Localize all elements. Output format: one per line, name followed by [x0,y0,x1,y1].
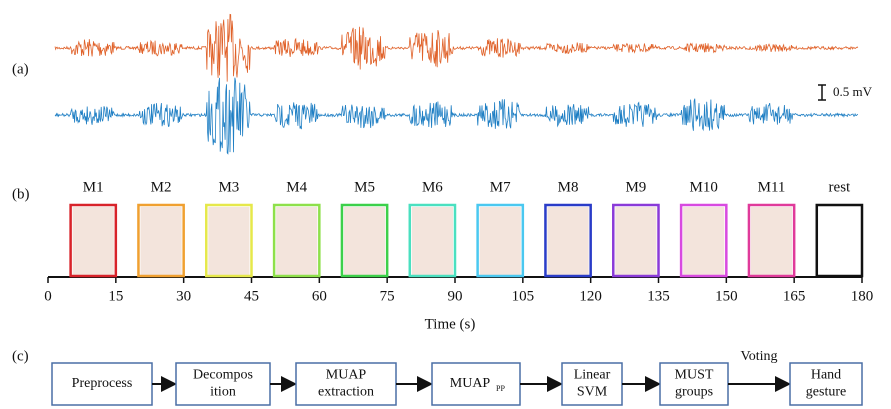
gesture-label: M9 [625,179,646,195]
panel-label: (c) [12,348,29,364]
flow-text: Linear [574,368,611,383]
gesture-photo [411,207,453,275]
flow-text: MUAP [326,368,367,383]
gesture-photo [72,207,114,275]
flow-text: SVM [577,385,608,400]
flow-subscript: PP [496,384,505,393]
gesture-box [476,203,525,278]
x-tick-label: 90 [448,288,463,304]
gesture-photo [750,207,793,275]
x-tick-label: 120 [579,288,602,304]
flow-box [51,362,153,406]
gesture-label: M7 [490,179,511,195]
gesture-box [137,203,185,278]
gesture-box [612,203,660,278]
flow-box [175,362,271,406]
gesture-photo [547,207,589,275]
flow-text: groups [675,385,713,400]
gesture-label: rest [829,179,851,195]
gesture-photo [479,207,521,275]
gesture-box [815,203,864,278]
gesture-photo [615,207,657,275]
panel-label: (b) [12,186,30,202]
gesture-box [679,203,728,278]
x-tick-label: 60 [312,288,327,304]
gesture-label: M5 [354,179,375,195]
gesture-label: M4 [286,179,307,195]
x-tick-label: 30 [176,288,191,304]
gesture-label: M8 [558,179,579,195]
emg-trace [54,13,859,82]
gesture-box [340,203,389,278]
flow-text: MUAP [450,376,491,391]
x-tick-label: 165 [783,288,806,304]
x-tick-label: 150 [715,288,738,304]
panel-label: (a) [12,61,29,77]
x-tick-label: 0 [44,288,52,304]
gesture-label: M2 [151,179,172,195]
gesture-label: M3 [218,179,239,195]
gesture-photo [276,207,318,275]
gesture-box [69,203,118,278]
flow-box [295,362,397,406]
flow-edge-label: Voting [740,349,777,364]
gesture-box [544,203,592,278]
gesture-box [205,203,253,278]
gesture-photo [683,207,725,275]
x-tick-label: 45 [244,288,259,304]
scale-bar [818,84,826,101]
gesture-box [272,203,321,278]
flow-box [431,362,521,406]
gesture-label: M6 [422,179,443,195]
x-tick-label: 180 [851,288,874,304]
flow-text: Decompos [193,368,253,383]
x-tick-label: 105 [512,288,535,304]
flow-text: gesture [806,385,846,400]
gesture-box [747,203,796,278]
gesture-photo [140,207,182,275]
flow-text: Preprocess [72,376,133,391]
gesture-box [408,203,457,278]
flow-text: extraction [318,385,374,400]
gesture-photo [208,207,250,275]
x-tick-label: 75 [380,288,395,304]
gesture-label: M11 [758,179,786,195]
x-axis-label: Time (s) [425,316,476,332]
x-tick-label: 15 [108,288,123,304]
gesture-label: M1 [83,179,104,195]
flow-box [659,362,729,406]
flow-text: MUST [675,368,714,383]
flow-text: ition [210,385,236,400]
flow-box [789,362,863,406]
emg-trace [54,77,859,155]
flow-text: Hand [811,368,841,383]
gesture-label: M10 [690,179,718,195]
x-tick-label: 135 [647,288,670,304]
gesture-photo [343,207,386,275]
scale-label: 0.5 mV [833,84,873,99]
